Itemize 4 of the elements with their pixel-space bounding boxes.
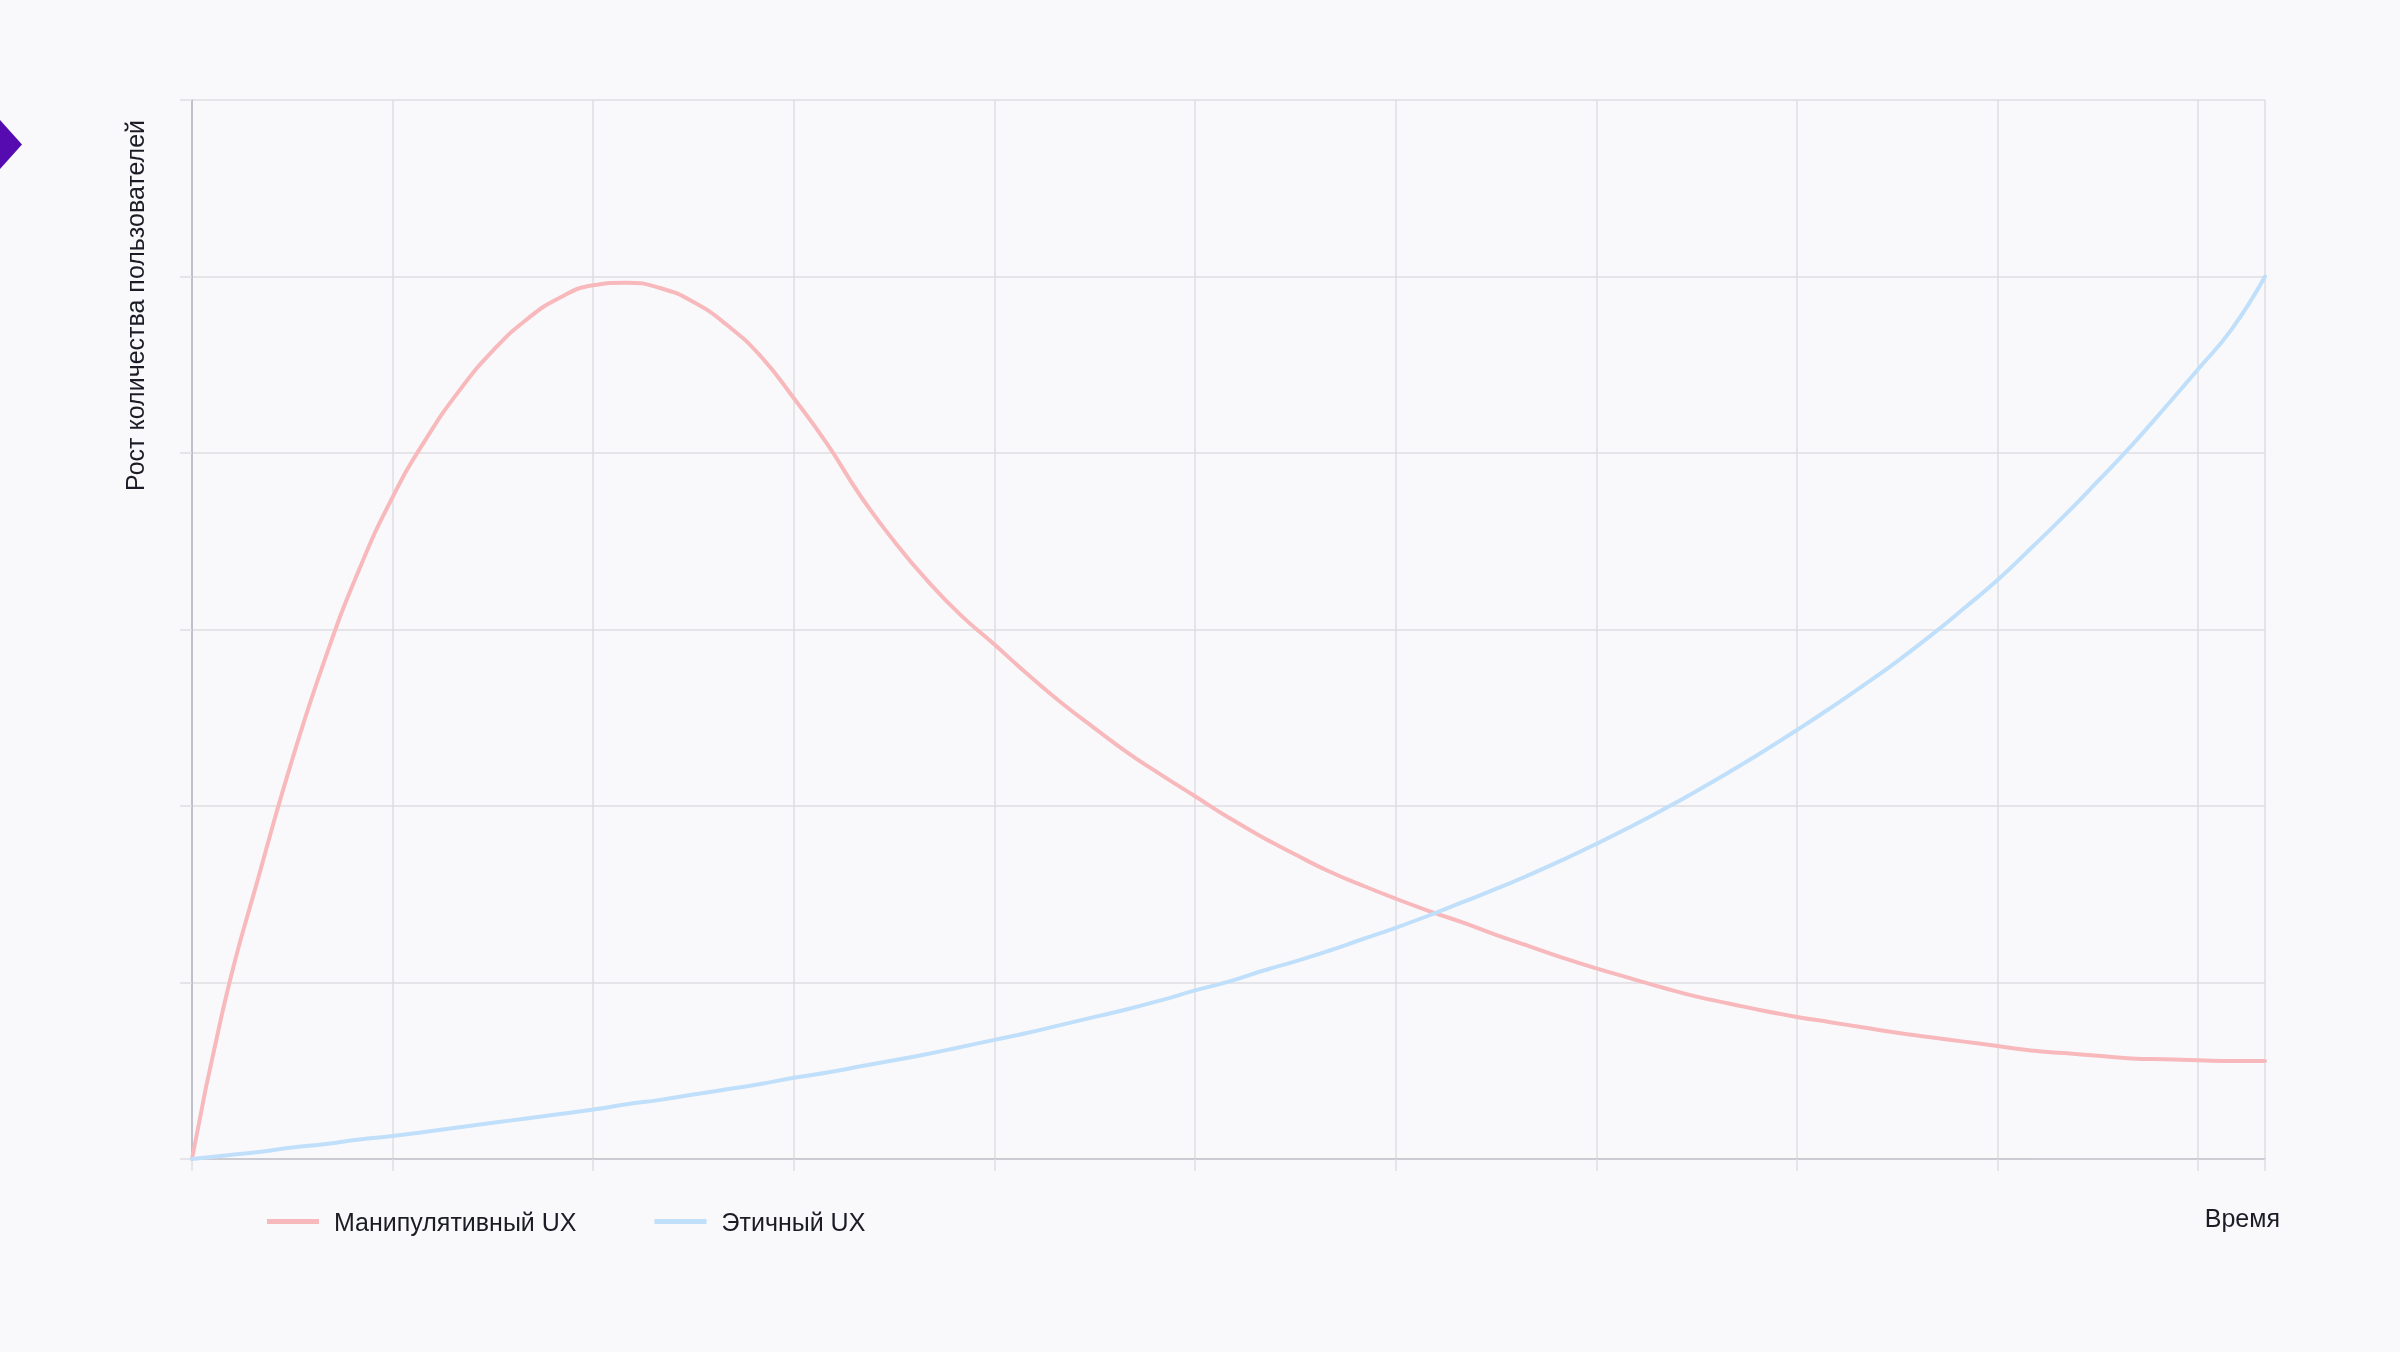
legend-label: Манипулятивный UX (334, 1207, 577, 1236)
y-axis-title: Рост количества пользователей (121, 120, 149, 491)
x-axis-title: Время (2204, 1204, 2280, 1232)
legend-label: Этичный UX (721, 1207, 866, 1236)
